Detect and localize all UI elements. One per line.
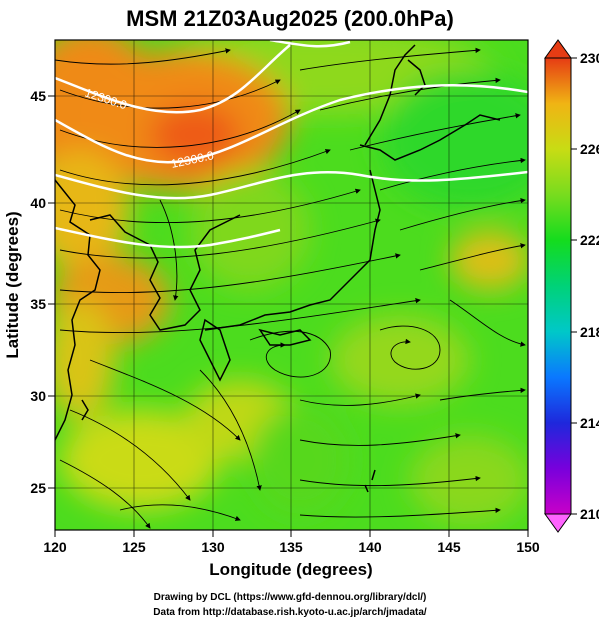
x-tick-150: 150 <box>516 539 540 555</box>
y-tick-30: 30 <box>30 388 46 404</box>
colorbar-tick-222: 222 <box>580 232 599 248</box>
x-tick-125: 125 <box>122 539 146 555</box>
y-tick-35: 35 <box>30 296 46 312</box>
y-tick-40: 40 <box>30 195 46 211</box>
colorbar-tick-218: 218 <box>580 324 599 340</box>
x-tick-135: 135 <box>279 539 303 555</box>
x-tick-120: 120 <box>43 539 67 555</box>
colorbar-tick-210: 210 <box>580 506 599 522</box>
grid <box>55 40 528 530</box>
map-title: MSM 21Z03Aug2025 (200.0hPa) <box>126 6 454 31</box>
colorbar-gradient <box>544 57 572 515</box>
colorbar: 230 226 222 218 214 210 <box>544 39 599 533</box>
height-contours <box>55 40 528 249</box>
footer-source: Data from http://database.rish.kyoto-u.a… <box>153 607 427 618</box>
footer-credit: Drawing by DCL (https://www.gfd-dennou.o… <box>154 592 427 603</box>
y-axis-label: Latitude (degrees) <box>3 211 22 358</box>
x-tick-130: 130 <box>201 539 225 555</box>
colorbar-top-arrow <box>544 39 572 59</box>
colorbar-bottom-arrow <box>544 513 572 533</box>
y-tick-45: 45 <box>30 88 46 104</box>
colorbar-tick-214: 214 <box>580 415 599 431</box>
y-axis <box>48 95 55 489</box>
x-axis <box>54 530 529 537</box>
coastlines <box>55 44 501 493</box>
field-blobs <box>55 40 528 525</box>
colorbar-tick-230: 230 <box>580 50 599 66</box>
colorbar-tick-226: 226 <box>580 141 599 157</box>
streamlines <box>55 47 526 529</box>
x-tick-140: 140 <box>358 539 382 555</box>
x-tick-145: 145 <box>437 539 461 555</box>
x-axis-label: Longitude (degrees) <box>209 560 372 579</box>
y-tick-25: 25 <box>30 480 46 496</box>
